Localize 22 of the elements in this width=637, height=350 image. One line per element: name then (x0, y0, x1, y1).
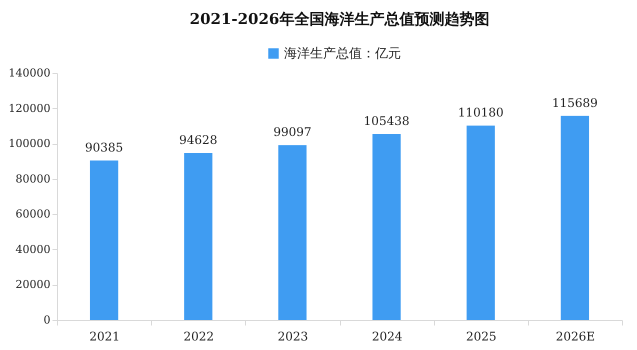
x-tick-label: 2025 (466, 330, 497, 344)
y-tick-label: 0 (44, 314, 50, 326)
y-tick-label: 80000 (16, 172, 50, 186)
x-tick-label: 2021 (89, 330, 120, 344)
data-label: 90385 (84, 140, 124, 155)
y-tick-label: 60000 (16, 208, 50, 221)
data-label: 99097 (273, 125, 312, 140)
data-label: 110180 (458, 106, 504, 120)
x-tick-label: 2022 (183, 330, 214, 344)
y-tick-label: 20000 (16, 278, 50, 292)
legend-label: 海洋生产总值：亿元 (284, 46, 401, 62)
data-label: 94628 (179, 133, 218, 148)
chart-title: 2021-2026年全国海洋生产总值预测趋势图 (190, 10, 490, 28)
y-tick-label: 140000 (8, 66, 50, 80)
x-tick-label: 2023 (278, 330, 308, 344)
y-tick-label: 40000 (16, 242, 50, 256)
y-tick-label: 100000 (8, 137, 50, 150)
x-tick-label: 2024 (372, 330, 403, 344)
x-tick-label: 2026E (556, 330, 596, 344)
data-label: 105438 (364, 114, 410, 128)
data-label: 115689 (552, 96, 598, 110)
y-tick-label: 120000 (8, 102, 50, 115)
